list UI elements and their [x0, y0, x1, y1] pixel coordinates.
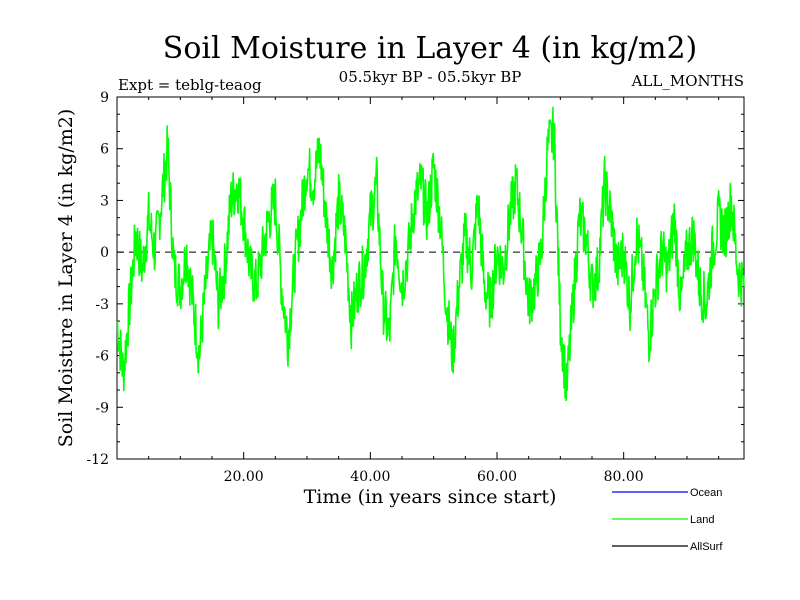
- legend-label-allsurf: AllSurf: [690, 541, 723, 553]
- chart-title: Soil Moisture in Layer 4 (in kg/m2): [163, 31, 697, 66]
- plot-frame: [116, 96, 745, 460]
- series-group: [116, 106, 745, 402]
- y-tick-label: -6: [95, 349, 109, 365]
- x-tick-label: 80.00: [604, 469, 644, 485]
- y-tick-label: -3: [95, 297, 109, 313]
- legend-label-ocean: Ocean: [690, 487, 722, 499]
- experiment-label: Expt = teblg-teaog: [118, 76, 262, 94]
- months-label: ALL_MONTHS: [631, 72, 744, 90]
- period-label: 05.5kyr BP - 05.5kyr BP: [339, 68, 522, 86]
- y-tick-label: -9: [95, 400, 109, 416]
- y-tick-label: -12: [86, 452, 109, 468]
- x-tick-label: 40.00: [350, 469, 390, 485]
- y-tick-label: 3: [100, 193, 109, 209]
- x-tick-label: 60.00: [477, 469, 517, 485]
- legend: Ocean Land AllSurf: [612, 487, 723, 553]
- y-tick-label: 9: [100, 90, 109, 106]
- axis-ticks: 9 6 3 0 -3 -6 -9 -12 20.00 40.00 60.00 80.00: [86, 90, 744, 485]
- x-tick-label: 20.00: [224, 469, 264, 485]
- series-line-land: [116, 106, 745, 402]
- y-tick-label: 6: [100, 142, 109, 158]
- x-axis-label: Time (in years since start): [304, 486, 557, 508]
- legend-label-land: Land: [690, 514, 714, 526]
- y-tick-label: 0: [100, 245, 109, 261]
- y-axis-label: Soil Moisture in Layer 4 (in kg/m2): [55, 109, 77, 448]
